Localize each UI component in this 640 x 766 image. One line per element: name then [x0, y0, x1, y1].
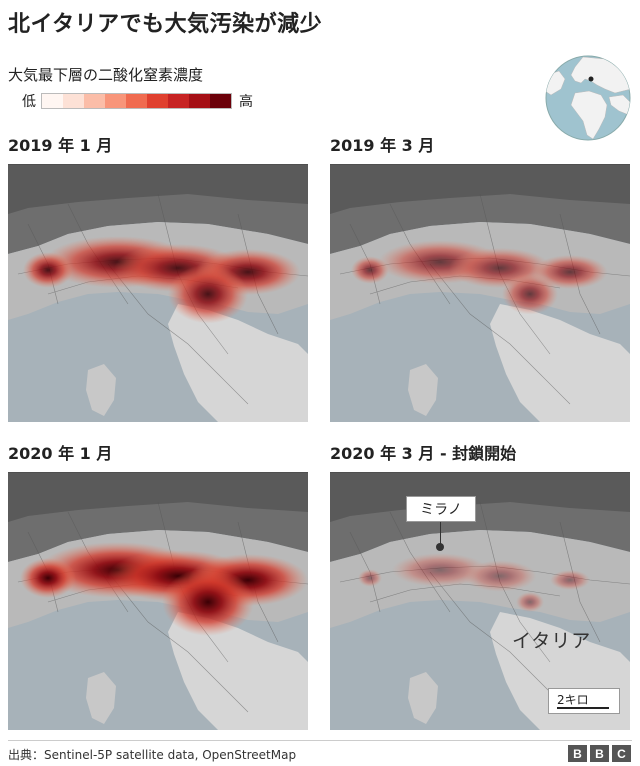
map-image — [330, 472, 630, 730]
legend-high-label: 高 — [239, 94, 253, 110]
panel-title-3: 2020 年 1 月 — [8, 444, 113, 463]
page-title: 北イタリアでも大気汚染が減少 — [8, 12, 323, 37]
legend-color-ramp — [41, 93, 232, 109]
legend-swatch — [105, 94, 126, 108]
no2-plume — [20, 542, 308, 636]
map-image — [8, 472, 308, 730]
scale-line — [557, 707, 609, 709]
legend-swatch — [42, 94, 63, 108]
chart-subtitle: 大気最下層の二酸化窒素濃度 — [8, 66, 204, 84]
bbc-logo-letter: B — [590, 745, 609, 762]
italy-label: イタリア — [512, 630, 592, 652]
legend-low-label: 低 — [22, 94, 36, 110]
footer-divider — [8, 740, 632, 741]
legend-swatch — [126, 94, 147, 108]
no2-plume — [358, 553, 590, 612]
map-image — [330, 164, 630, 422]
panel-title-4: 2020 年 3 月 - 封鎖開始 — [330, 444, 517, 463]
map-panel-2019-mar — [330, 164, 630, 422]
legend-swatch — [168, 94, 189, 108]
bbc-logo-letter: C — [612, 745, 631, 762]
map-panel-2019-jan — [8, 164, 308, 422]
legend-swatch — [147, 94, 168, 108]
no2-plume — [23, 236, 301, 324]
panel-title-2: 2019 年 3 月 — [330, 136, 435, 155]
legend-swatch — [210, 94, 231, 108]
no2-plume — [351, 240, 608, 315]
milan-label: ミラノ — [406, 496, 476, 522]
source-credit: 出典：Sentinel-5P satellite data, OpenStree… — [8, 748, 297, 762]
legend-swatch — [189, 94, 210, 108]
panel-title-1: 2019 年 1 月 — [8, 136, 113, 155]
scale-bar: 2キロ — [548, 688, 620, 714]
milan-marker — [436, 543, 444, 551]
legend-swatch — [63, 94, 84, 108]
map-panel-2020-mar — [330, 472, 630, 730]
map-image — [8, 164, 308, 422]
milan-callout-line — [440, 522, 441, 546]
bbc-logo: B B C — [568, 745, 631, 762]
bbc-logo-letter: B — [568, 745, 587, 762]
legend-swatch — [84, 94, 105, 108]
color-legend: 低 高 — [22, 92, 253, 110]
locator-globe-icon — [545, 55, 631, 141]
map-panel-2020-jan — [8, 472, 308, 730]
scale-label: 2キロ — [557, 693, 589, 707]
location-marker — [588, 76, 594, 82]
